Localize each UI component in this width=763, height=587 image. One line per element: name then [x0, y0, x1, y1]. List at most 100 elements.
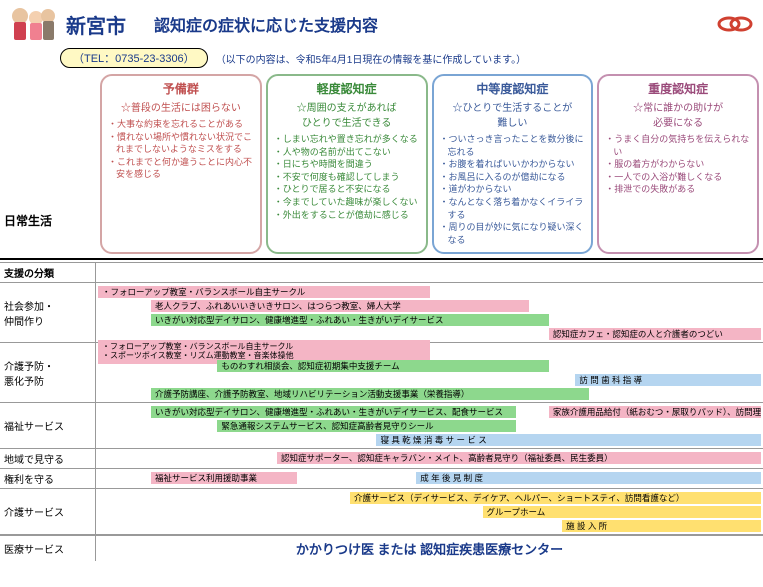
divider — [0, 258, 763, 260]
section-label: 福祉サービス — [0, 403, 96, 448]
stage-item: 外出をすることが億劫に感じる — [274, 209, 420, 222]
section: 社会参加・ 仲間作り・フォローアップ教室・バランスボール自主サークル老人クラブ、… — [0, 283, 763, 343]
stage-sub: ☆ひとりで生活することが 難しい — [440, 99, 586, 129]
tel-badge: （TEL：0735-23-3306） — [60, 48, 208, 68]
bar-row: 福祉サービス利用援助事業成 年 後 見 制 度 — [98, 471, 761, 484]
footer-text: かかりつけ医 または 認知症疾患医療センター — [96, 536, 763, 561]
stage-title: 軽度認知症 — [274, 80, 420, 97]
bar-row: 緊急通報システムサービス、認知症高齢者見守りシール — [98, 419, 761, 432]
stage-4: 重度認知症 ☆常に誰かの助けが 必要になるうまく自分の気持ちを伝えられない服の着方… — [597, 74, 759, 254]
bar-row: いきがい対応型デイサロン、健康増進型・ふれあい・生きがいデイサービス — [98, 313, 761, 326]
service-bar: 老人クラブ、ふれあいいきいきサロン、はつらつ教室、婦人大学 — [151, 300, 529, 312]
section-label: 権利を守る — [0, 469, 96, 488]
service-bar: ・フォローアップ教室・バランスボール自主サークル — [98, 286, 430, 298]
stage-item: 今までしていた趣味が楽しくない — [274, 196, 420, 209]
bar-row: 認知症カフェ・認知症の人と介護者のつどい — [98, 327, 761, 340]
stage-title: 予備群 — [108, 80, 254, 97]
bar-row: 施 設 入 所 — [98, 519, 761, 532]
stage-item: お腹を着ればいいかわからない — [440, 158, 586, 171]
stage-item: 排泄での失敗がある — [605, 183, 751, 196]
stage-list: うまく自分の気持ちを伝えられない服の着方がわからない一人での入浴が難しくなる排泄… — [605, 133, 751, 196]
stage-item: なんとなく落ち着かなくイライラする — [440, 196, 586, 221]
stage-item: 不安で何度も確認してしまう — [274, 171, 420, 184]
section: 権利を守る福祉サービス利用援助事業成 年 後 見 制 度 — [0, 469, 763, 489]
service-bar: 施 設 入 所 — [562, 520, 761, 532]
bar-row: ものわすれ相談会、認知症初期集中支援チーム — [98, 359, 761, 372]
page-title: 認知症の症状に応じた支援内容 — [154, 12, 378, 36]
bar-row: ・フォローアップ教室・バランスボール自主サークル — [98, 285, 761, 298]
bar-row: 介護サービス（デイサービス、デイケア、ヘルパー、ショートステイ、訪問看護など） — [98, 491, 761, 504]
bar-row: 介護予防講座、介護予防教室、地域リハビリテーション活動支援事業（栄養指導） — [98, 387, 761, 400]
stage-sub: ☆周囲の支えがあれば ひとりで生活できる — [274, 99, 420, 129]
service-bar: 緊急通報システムサービス、認知症高齢者見守りシール — [217, 420, 515, 432]
stage-item: ついさっき言ったことを数分後に忘れる — [440, 133, 586, 158]
stage-2: 軽度認知症 ☆周囲の支えがあれば ひとりで生活できるしまい忘れや置き忘れが多くなる… — [266, 74, 428, 254]
section: 介護予防・ 悪化予防・フォローアップ教室・バランスボール自主サークル ・スポーツ… — [0, 343, 763, 403]
support-header: 支援の分類 — [0, 263, 96, 282]
service-bar: ものわすれ相談会、認知症初期集中支援チーム — [217, 360, 549, 372]
stage-item: お風呂に入るのが億劫になる — [440, 171, 586, 184]
stage-item: しまい忘れや置き忘れが多くなる — [274, 133, 420, 146]
service-bar: 成 年 後 見 制 度 — [416, 472, 761, 484]
stage-3: 中等度認知症 ☆ひとりで生活することが 難しいついさっき言ったことを数分後に忘れる… — [432, 74, 594, 254]
section-label: 社会参加・ 仲間作り — [0, 283, 96, 342]
service-bar: 介護サービス（デイサービス、デイケア、ヘルパー、ショートステイ、訪問看護など） — [350, 492, 761, 504]
stage-item: 大事な約束を忘れることがある — [108, 118, 254, 131]
stage-title: 重度認知症 — [605, 80, 751, 97]
stage-item: 慣れない場所や慣れない状況でこれまでしないようなミスをする — [108, 131, 254, 156]
section: 福祉サービス いきがい対応型デイサロン、健康増進型・ふれあい・生きがいデイサービス… — [0, 403, 763, 449]
section: 介護サービス介護サービス（デイサービス、デイケア、ヘルパー、ショートステイ、訪問… — [0, 489, 763, 535]
service-bar: 認知症カフェ・認知症の人と介護者のつどい — [549, 328, 761, 340]
service-bar: いきがい対応型デイサロン、健康増進型・ふれあい・生きがいデイサービス — [151, 314, 549, 326]
stage-item: うまく自分の気持ちを伝えられない — [605, 133, 751, 158]
service-bar: 家族介護用品給付（紙おむつ・尿取りパッド）、訪問理髪サービス — [549, 406, 761, 418]
bar-row: 寝 具 乾 燥 消 毒 サ ー ビ ス — [98, 433, 761, 446]
section-body: 福祉サービス利用援助事業成 年 後 見 制 度 — [96, 469, 763, 488]
stage-sub: ☆常に誰かの助けが 必要になる — [605, 99, 751, 129]
section-body: いきがい対応型デイサロン、健康増進型・ふれあい・生きがいデイサービス、配食サービ… — [96, 403, 763, 448]
section-label: 介護予防・ 悪化予防 — [0, 343, 96, 402]
stage-1: 予備群☆普段の生活には困らない大事な約束を忘れることがある慣れない場所や慣れない… — [100, 74, 262, 254]
bar-row: 認知症サポーター、認知症キャラバン・メイト、高齢者見守り（福祉委員、民生委員） — [98, 451, 761, 464]
stage-sub: ☆普段の生活には困らない — [108, 99, 254, 114]
section-label: 地域で見守る — [0, 449, 96, 468]
service-bar: 寝 具 乾 燥 消 毒 サ ー ビ ス — [376, 434, 761, 446]
section-body: ・フォローアップ教室・バランスボール自主サークル ・スポーツボイス教室・リズム運… — [96, 343, 763, 402]
stage-list: しまい忘れや置き忘れが多くなる人や物の名前が出てこない日にちや時間を間違う不安で… — [274, 133, 420, 221]
stage-item: ひとりで居ると不安になる — [274, 183, 420, 196]
service-bar: 介護予防講座、介護予防教室、地域リハビリテーション活動支援事業（栄養指導） — [151, 388, 589, 400]
section-label: 介護サービス — [0, 489, 96, 534]
stage-item: 道がわからない — [440, 183, 586, 196]
bar-row: グループホーム — [98, 505, 761, 518]
stage-title: 中等度認知症 — [440, 80, 586, 97]
section-body: ・フォローアップ教室・バランスボール自主サークル老人クラブ、ふれあいいきいきサロ… — [96, 283, 763, 342]
section-body: 介護サービス（デイサービス、デイケア、ヘルパー、ショートステイ、訪問看護など） グ… — [96, 489, 763, 534]
stage-item: 周りの目が妙に気になり疑い深くなる — [440, 221, 586, 246]
service-bar: 訪 問 歯 科 指 導 — [575, 374, 761, 386]
stages-row: 予備群☆普段の生活には困らない大事な約束を忘れることがある慣れない場所や慣れない… — [0, 72, 763, 256]
footer: 医療サービス かかりつけ医 または 認知症疾患医療センター — [0, 535, 763, 561]
header-note: （以下の内容は、令和5年4月1日現在の情報を基に作成しています。） — [216, 51, 526, 66]
stage-item: 一人での入浴が難しくなる — [605, 171, 751, 184]
bar-row: 老人クラブ、ふれあいいきいきサロン、はつらつ教室、婦人大学 — [98, 299, 761, 312]
footer-label: 医療サービス — [0, 536, 96, 561]
section: 地域で見守る 認知症サポーター、認知症キャラバン・メイト、高齢者見守り（福祉委員、… — [0, 449, 763, 469]
stage-item: 服の着方がわからない — [605, 158, 751, 171]
stage-item: 日にちや時間を間違う — [274, 158, 420, 171]
life-label: 日常生活 — [4, 212, 52, 229]
stage-list: ついさっき言ったことを数分後に忘れるお腹を着ればいいかわからないお風呂に入るのが… — [440, 133, 586, 246]
service-bar: グループホーム — [483, 506, 761, 518]
bar-row: ・フォローアップ教室・バランスボール自主サークル ・スポーツボイス教室・リズム運… — [98, 345, 761, 358]
section-body: 認知症サポーター、認知症キャラバン・メイト、高齢者見守り（福祉委員、民生委員） — [96, 449, 763, 468]
bar-row: 訪 問 歯 科 指 導 — [98, 373, 761, 386]
service-bar: 認知症サポーター、認知症キャラバン・メイト、高齢者見守り（福祉委員、民生委員） — [277, 452, 761, 464]
city-name: 新宮市 — [66, 10, 126, 39]
bar-row: いきがい対応型デイサロン、健康増進型・ふれあい・生きがいデイサービス、配食サービ… — [98, 405, 761, 418]
stage-item: 人や物の名前が出てこない — [274, 146, 420, 159]
stage-item: これまでと何か違うことに内心不安を感じる — [108, 156, 254, 181]
tel-row: （TEL：0735-23-3306） （以下の内容は、令和5年4月1日現在の情報… — [0, 48, 763, 72]
rings-illust — [715, 14, 755, 34]
service-bar: いきがい対応型デイサロン、健康増進型・ふれあい・生きがいデイサービス、配食サービ… — [151, 406, 516, 418]
header: 新宮市 認知症の症状に応じた支援内容 — [0, 0, 763, 48]
stage-list: 大事な約束を忘れることがある慣れない場所や慣れない状況でこれまでしないようなミス… — [108, 118, 254, 181]
